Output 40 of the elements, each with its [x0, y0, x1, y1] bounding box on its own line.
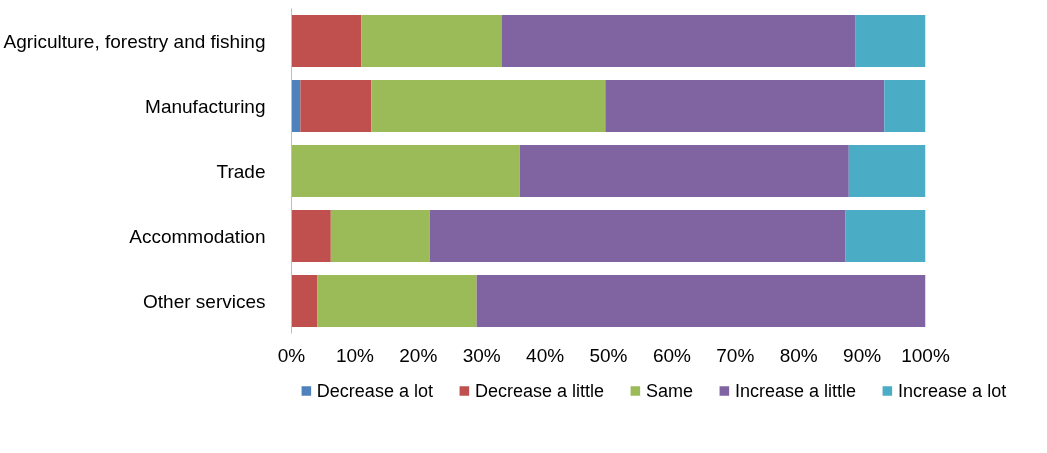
- bar: [855, 15, 926, 67]
- legend-label: Same: [645, 380, 694, 401]
- x-tick-label: 90%: [843, 344, 882, 366]
- bar: [476, 275, 926, 327]
- legend-label: Increase a lot: [898, 380, 1007, 401]
- bar: [291, 15, 362, 67]
- legend-label: Decrease a little: [474, 380, 604, 401]
- x-tick-label: 50%: [589, 344, 628, 366]
- bar: [371, 80, 606, 132]
- x-tick-label: 40%: [526, 344, 565, 366]
- bar: [519, 145, 849, 197]
- x-tick-label: 20%: [399, 344, 438, 366]
- bar: [291, 80, 301, 132]
- bar: [317, 275, 477, 327]
- bar: [361, 15, 502, 67]
- x-tick-label: 30%: [462, 344, 501, 366]
- bar: [848, 145, 926, 197]
- bar: [884, 80, 926, 132]
- y-tick-label: Manufacturing: [145, 95, 266, 117]
- bar: [291, 210, 331, 262]
- bar: [330, 210, 430, 262]
- y-tick-label: Accommodation: [129, 225, 266, 247]
- bar: [291, 145, 520, 197]
- bar: [291, 275, 318, 327]
- x-tick-label: 70%: [716, 344, 755, 366]
- x-tick-label: 100%: [901, 344, 950, 366]
- y-tick-label: Other services: [143, 290, 266, 312]
- y-tick-label: Agriculture, forestry and fishing: [3, 30, 266, 52]
- legend-label: Decrease a lot: [316, 380, 433, 401]
- x-tick-label: 80%: [779, 344, 818, 366]
- bar: [501, 15, 856, 67]
- bar: [845, 210, 926, 262]
- legend-label: Increase a little: [735, 380, 857, 401]
- bar: [300, 80, 372, 132]
- x-tick-label: 60%: [652, 344, 692, 366]
- x-tick-label: 0%: [277, 344, 306, 366]
- x-tick-label: 10%: [335, 344, 375, 366]
- y-tick-label: Trade: [216, 160, 266, 182]
- bar: [605, 80, 885, 132]
- bar: [429, 210, 846, 262]
